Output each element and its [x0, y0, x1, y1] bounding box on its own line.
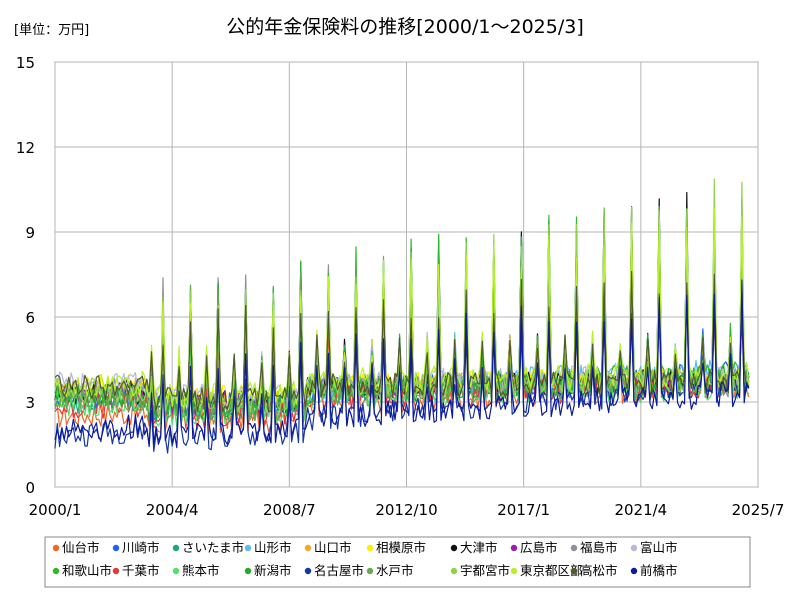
- legend-label: 東京都区部: [520, 563, 583, 578]
- legend-label: 水戸市: [376, 563, 414, 578]
- series-line: [54, 271, 750, 413]
- legend-label: 大津市: [460, 540, 498, 555]
- y-tick-label: 12: [16, 139, 35, 157]
- unit-label: [単位：万円]: [14, 22, 89, 38]
- legend-marker: [366, 567, 374, 575]
- legend-marker: [510, 544, 518, 552]
- y-tick-label: 15: [16, 54, 35, 72]
- legend-marker: [304, 567, 312, 575]
- legend-label: 山形市: [254, 540, 292, 555]
- y-tick-label: 9: [25, 224, 35, 242]
- legend-marker: [570, 567, 578, 575]
- legend-label: 福島市: [580, 540, 618, 555]
- legend-marker: [366, 544, 374, 552]
- legend-label: 富山市: [640, 540, 678, 555]
- legend-label: 和歌山市: [62, 563, 112, 578]
- legend-marker: [52, 544, 60, 552]
- x-tick-label: 2000/1: [29, 501, 82, 519]
- legend-marker: [112, 544, 120, 552]
- legend-marker: [630, 544, 638, 552]
- legend-marker: [244, 544, 252, 552]
- legend-label: 高松市: [580, 563, 618, 578]
- legend-marker: [450, 544, 458, 552]
- legend-label: 新潟市: [254, 563, 292, 578]
- x-tick-label: 2012/10: [375, 501, 437, 519]
- series-line: [54, 279, 750, 449]
- legend-label: 山口市: [314, 540, 352, 555]
- chart-title: 公的年金保険料の推移[2000/1～2025/3]: [226, 16, 584, 38]
- legend-label: さいたま市: [182, 540, 244, 555]
- y-tick-label: 0: [25, 479, 35, 497]
- legend-marker: [450, 567, 458, 575]
- x-tick-label: 2017/1: [497, 501, 550, 519]
- x-tick-label: 2004/4: [146, 501, 199, 519]
- x-tick-label: 2021/4: [614, 501, 667, 519]
- legend-marker: [112, 567, 120, 575]
- legend-label: 相模原市: [376, 540, 426, 555]
- x-axis-labels: 2000/1 2004/4 2008/7 2012/10 2017/1 2021/4 202…: [29, 501, 785, 519]
- x-tick-label: 2025/7: [732, 501, 785, 519]
- legend-marker: [172, 567, 180, 575]
- legend-marker: [510, 567, 518, 575]
- series-lines: [54, 178, 750, 454]
- legend-label: 仙台市: [62, 540, 100, 555]
- legend-marker: [570, 544, 578, 552]
- legend-label: 広島市: [520, 540, 558, 555]
- legend-label: 千葉市: [122, 563, 160, 578]
- y-tick-label: 6: [25, 309, 35, 327]
- legend-label: 川崎市: [122, 540, 160, 555]
- legend-label: 名古屋市: [314, 563, 364, 578]
- legend-marker: [244, 567, 252, 575]
- legend-marker: [52, 567, 60, 575]
- legend-marker: [630, 567, 638, 575]
- legend-label: 熊本市: [182, 563, 220, 578]
- legend-label: 前橋市: [640, 563, 678, 578]
- legend-marker: [304, 544, 312, 552]
- legend-label: 宇都宮市: [460, 563, 510, 578]
- y-tick-label: 3: [25, 394, 35, 412]
- x-tick-label: 2008/7: [263, 501, 316, 519]
- legend-marker: [172, 544, 180, 552]
- y-axis-labels: 0 3 6 9 12 15: [16, 54, 35, 497]
